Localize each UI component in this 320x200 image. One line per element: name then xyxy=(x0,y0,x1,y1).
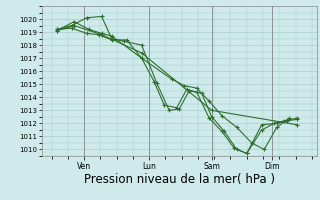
X-axis label: Pression niveau de la mer( hPa ): Pression niveau de la mer( hPa ) xyxy=(84,173,275,186)
